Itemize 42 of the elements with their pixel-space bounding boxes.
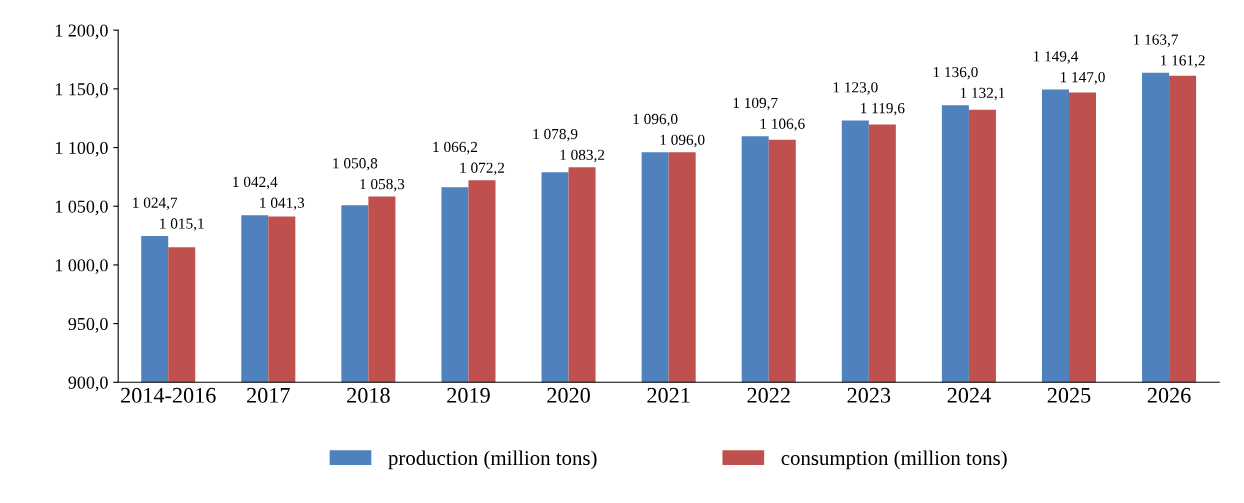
data-label: 1 123,0 xyxy=(833,82,878,95)
y-tick-label: 1 000,0 xyxy=(55,259,108,274)
x-tick-label: 2023 xyxy=(847,387,891,403)
x-tick-label: 2014-2016 xyxy=(121,387,216,403)
y-tick-label: 1 200,0 xyxy=(55,24,108,40)
data-label: 1 106,6 xyxy=(760,118,805,132)
x-tick-label: 2025 xyxy=(1047,387,1091,403)
data-label: 1 072,2 xyxy=(460,162,505,176)
x-tick-label: 2022 xyxy=(747,387,790,403)
y-tick-label: 1 100,0 xyxy=(55,141,108,157)
data-label: 1 147,0 xyxy=(1060,71,1105,85)
data-label: 1 109,7 xyxy=(733,97,778,111)
data-label: 1 058,3 xyxy=(360,178,405,192)
data-label: 1 042,4 xyxy=(233,176,278,190)
x-tick-label: 2019 xyxy=(447,387,490,403)
data-label: 1 096,0 xyxy=(633,113,678,127)
x-tick-label: 2021 xyxy=(647,387,690,403)
data-label: 1 041,3 xyxy=(260,197,305,211)
data-label: 1 066,2 xyxy=(433,141,478,155)
data-label: 1 149,4 xyxy=(1033,51,1079,64)
data-label: 1 163,7 xyxy=(1133,34,1179,47)
data-label: 1 015,1 xyxy=(160,218,204,231)
data-label: 1 136,0 xyxy=(933,66,978,80)
legend-label: production (million tons) xyxy=(388,450,597,470)
x-tick-label: 2018 xyxy=(347,387,390,403)
data-label: 1 078,9 xyxy=(533,128,578,142)
data-label: 1 050,8 xyxy=(333,158,378,171)
y-tick-label: 1 050,0 xyxy=(55,200,108,216)
x-tick-label: 2020 xyxy=(547,387,590,403)
data-label: 1 024,7 xyxy=(133,197,178,211)
y-tick-label: 1 150,0 xyxy=(55,83,108,98)
x-tick-label: 2017 xyxy=(247,387,290,403)
x-tick-label: 2024 xyxy=(947,387,991,403)
data-label: 1 132,1 xyxy=(960,87,1005,101)
data-label: 1 096,0 xyxy=(660,134,705,148)
y-tick-label: 950,0 xyxy=(68,317,108,333)
data-label: 1 119,6 xyxy=(861,103,905,116)
data-label: 1 083,2 xyxy=(560,149,605,163)
y-tick-label: 900,0 xyxy=(68,376,108,392)
legend-label: consumption (million tons) xyxy=(781,450,1007,470)
data-label: 1 161,2 xyxy=(1161,55,1205,68)
x-tick-label: 2026 xyxy=(1147,387,1191,403)
